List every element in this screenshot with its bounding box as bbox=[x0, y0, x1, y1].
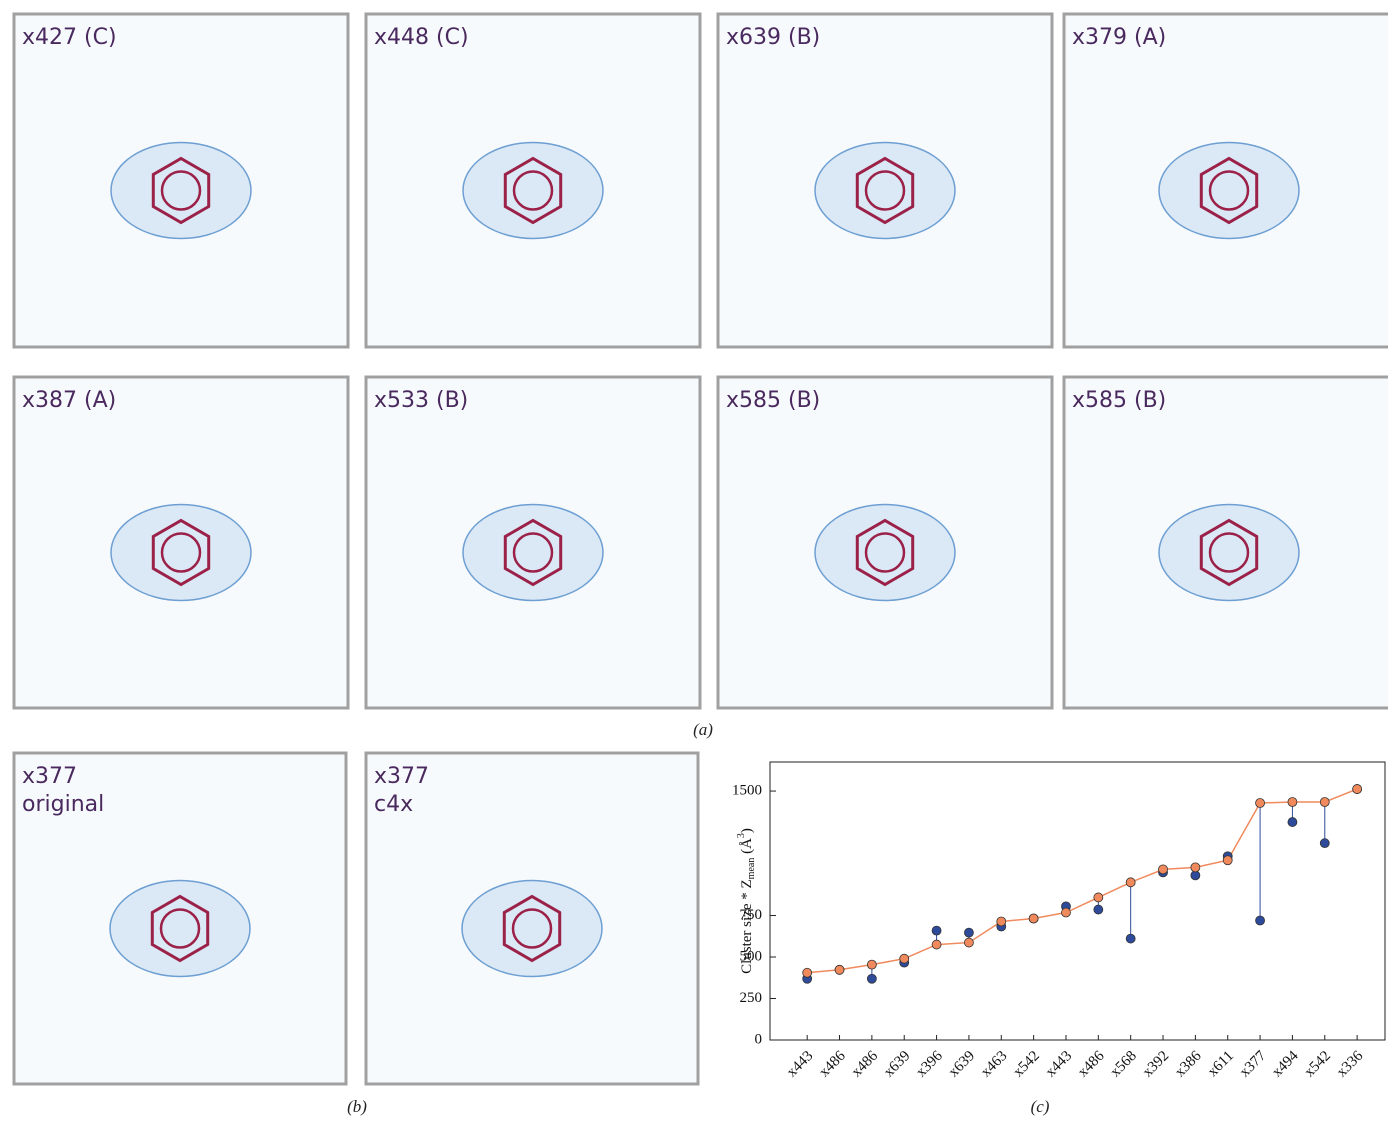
panel-label: x427 (C) bbox=[22, 25, 117, 50]
point bbox=[1256, 798, 1265, 807]
x-tick-label: x542 bbox=[1302, 1048, 1335, 1081]
x-tick-label: x486 bbox=[1075, 1048, 1108, 1081]
x-tick-label: x639 bbox=[881, 1048, 914, 1081]
panel-label: x639 (B) bbox=[726, 25, 820, 50]
point bbox=[932, 940, 941, 949]
point bbox=[964, 928, 973, 937]
figure: (a) (b) (c) Cluster size * Zmean (Å3) x4… bbox=[0, 0, 1388, 1119]
point bbox=[964, 938, 973, 947]
point bbox=[803, 968, 812, 977]
panel-label: x387 (A) bbox=[22, 388, 116, 413]
point bbox=[997, 917, 1006, 926]
panel-label: x377 bbox=[374, 764, 429, 789]
point bbox=[900, 954, 909, 963]
point bbox=[1223, 856, 1232, 865]
x-tick-label: x494 bbox=[1269, 1048, 1302, 1081]
point bbox=[932, 926, 941, 935]
point bbox=[1320, 797, 1329, 806]
x-tick-label: x386 bbox=[1172, 1048, 1205, 1081]
point bbox=[1126, 934, 1135, 943]
point bbox=[835, 965, 844, 974]
point bbox=[1094, 905, 1103, 914]
point bbox=[1029, 914, 1038, 923]
y-tick-label: 750 bbox=[740, 907, 763, 923]
line bbox=[807, 789, 1357, 973]
caption: (b) bbox=[347, 1097, 367, 1116]
x-tick-label: x396 bbox=[913, 1048, 946, 1081]
x-tick-label: x639 bbox=[946, 1048, 979, 1081]
x-tick-label: x392 bbox=[1140, 1048, 1173, 1081]
caption: (a) bbox=[693, 720, 713, 739]
panel-label: c4x bbox=[374, 792, 413, 817]
point bbox=[867, 974, 876, 983]
panel-label: x377 bbox=[22, 764, 77, 789]
caption: (c) bbox=[1031, 1097, 1050, 1116]
point bbox=[1288, 797, 1297, 806]
panel-label: original bbox=[22, 792, 104, 817]
x-tick-label: x443 bbox=[1043, 1048, 1076, 1081]
x-tick-label: x542 bbox=[1010, 1048, 1043, 1081]
y-tick-label: 1500 bbox=[732, 782, 762, 798]
panel-label: x585 (B) bbox=[726, 388, 820, 413]
x-tick-label: x568 bbox=[1107, 1048, 1140, 1081]
panel-label: x585 (B) bbox=[1072, 388, 1166, 413]
x-tick-label: x443 bbox=[784, 1048, 817, 1081]
y-tick-label: 500 bbox=[740, 948, 763, 964]
x-tick-label: x463 bbox=[978, 1048, 1011, 1081]
panel-label: x379 (A) bbox=[1072, 25, 1166, 50]
panel-label: x448 (C) bbox=[374, 25, 469, 50]
point bbox=[1159, 865, 1168, 874]
x-tick-label: x486 bbox=[816, 1048, 849, 1081]
point bbox=[1061, 908, 1070, 917]
x-tick-label: x377 bbox=[1237, 1048, 1270, 1081]
y-tick-label: 250 bbox=[740, 990, 763, 1006]
panel-label: x533 (B) bbox=[374, 388, 468, 413]
y-tick-label: 0 bbox=[755, 1031, 763, 1047]
point bbox=[867, 960, 876, 969]
point bbox=[1126, 878, 1135, 887]
x-tick-label: x611 bbox=[1205, 1048, 1237, 1080]
x-tick-label: x486 bbox=[849, 1048, 882, 1081]
point bbox=[1288, 818, 1297, 827]
point bbox=[1320, 839, 1329, 848]
point bbox=[1191, 863, 1200, 872]
point bbox=[1353, 785, 1362, 794]
point bbox=[1094, 893, 1103, 902]
point bbox=[1256, 916, 1265, 925]
x-tick-label: x336 bbox=[1334, 1048, 1367, 1081]
